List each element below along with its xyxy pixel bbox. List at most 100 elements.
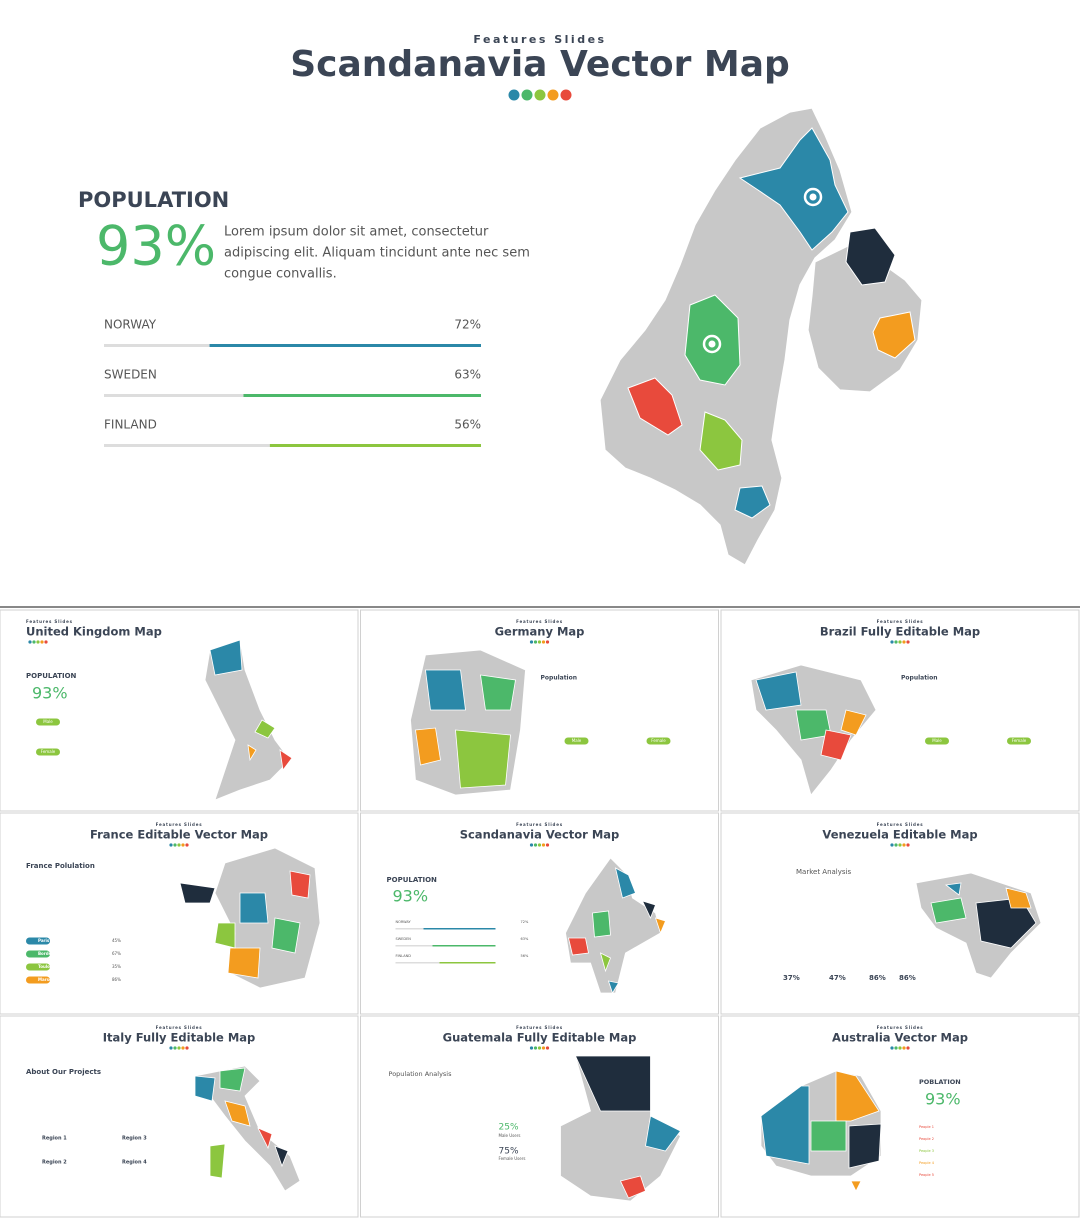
dot	[541, 640, 546, 644]
map-shape	[840, 709, 867, 736]
dot	[40, 640, 44, 644]
dot	[541, 1046, 546, 1050]
map-shape	[835, 1070, 880, 1122]
dot	[533, 640, 538, 644]
dot	[169, 843, 173, 847]
dot	[533, 1046, 538, 1050]
population-percent: 93%	[96, 215, 216, 278]
region	[684, 294, 741, 386]
bar	[269, 444, 481, 447]
thumb-text: 93%	[393, 887, 429, 906]
pill	[564, 737, 589, 745]
map-shape	[654, 917, 667, 935]
map-shape	[179, 882, 216, 904]
pill	[1007, 737, 1031, 745]
dot	[28, 640, 32, 644]
map-shape	[607, 980, 620, 994]
dot	[177, 843, 181, 847]
thumb-title: United Kingdom Map	[26, 625, 162, 639]
map-shape	[944, 882, 962, 896]
map-shape	[204, 639, 291, 801]
thumb-title: Italy Fully Editable Map	[103, 1031, 256, 1045]
dot	[547, 89, 559, 101]
thumb-text: FINLAND	[396, 954, 412, 958]
thumb-text: 45%	[112, 938, 121, 943]
thumb-subtitle: Features Slides	[877, 1025, 924, 1030]
title: Scandanavia Vector Map	[290, 44, 790, 85]
map-shape	[209, 1143, 226, 1179]
region	[872, 311, 916, 359]
thumb-text: Male Users	[499, 1133, 521, 1138]
dot	[545, 843, 550, 847]
thumb-title: Scandanavia Vector Map	[460, 828, 620, 842]
region	[627, 377, 683, 436]
dot	[44, 640, 48, 644]
thumb-text: People 1	[919, 1125, 934, 1129]
map-shape	[480, 674, 516, 711]
thumb-subtitle: Features Slides	[516, 1025, 563, 1030]
thumb-subtitle: Features Slides	[26, 619, 73, 624]
dot	[36, 640, 40, 644]
dot	[906, 843, 910, 847]
thumb-text: 86%	[869, 974, 886, 982]
thumb-text: Female	[41, 749, 56, 754]
map-shape	[425, 669, 466, 711]
pill	[646, 737, 671, 745]
map-shape	[415, 727, 441, 766]
pill	[26, 976, 50, 984]
dot	[534, 89, 546, 101]
population-text: Lorem ipsum dolor sit amet, consectetur a…	[224, 225, 530, 282]
thumb-title: Venezuela Editable Map	[822, 828, 977, 842]
dot	[902, 640, 906, 644]
dot	[169, 1046, 173, 1050]
map-shape	[247, 744, 257, 762]
dot	[890, 1046, 894, 1050]
bar-label: 63%	[454, 368, 481, 382]
map-shape	[224, 1100, 251, 1127]
map-shape	[760, 1085, 810, 1165]
bar	[209, 344, 481, 347]
thumb-text: People 3	[919, 1149, 934, 1153]
dot	[898, 843, 902, 847]
thumb-text: POBLATION	[919, 1078, 961, 1086]
dot	[906, 640, 910, 644]
thumb-text: Region 2	[42, 1160, 67, 1166]
thumb-text: Female	[1012, 738, 1027, 743]
dot	[173, 843, 177, 847]
map-shape	[930, 897, 967, 924]
thumb-subtitle: Features Slides	[877, 822, 924, 827]
dot	[898, 1046, 902, 1050]
dot	[537, 1046, 542, 1050]
thumb-text: 63%	[521, 937, 529, 941]
thumb-text: People 4	[919, 1161, 935, 1165]
bar-name: FINLAND	[104, 418, 157, 432]
dot	[902, 1046, 906, 1050]
thumbnail-frame	[0, 609, 359, 812]
map-shape	[599, 952, 612, 973]
population-label: POPULATION	[78, 188, 229, 212]
thumb-text: 37%	[783, 974, 800, 982]
thumb-text: Region 1	[42, 1136, 67, 1142]
dot	[894, 843, 898, 847]
thumb-text: 67%	[112, 951, 121, 956]
subtitle: Features Slides	[473, 33, 606, 46]
dot	[894, 1046, 898, 1050]
thumb-subtitle: Features Slides	[877, 619, 924, 624]
dot	[185, 1046, 189, 1050]
thumb-text: Market Analysis	[796, 868, 851, 876]
thumb-text: Toulouse	[38, 964, 58, 969]
map-shape	[455, 729, 511, 789]
thumbnail-frame	[360, 812, 719, 1015]
dot	[545, 640, 550, 644]
thumb-text: 56%	[521, 954, 529, 958]
thumb-text: Paris	[38, 938, 50, 943]
map-shape	[850, 1180, 862, 1192]
thumb-text: Bordeaux	[38, 951, 60, 956]
dot	[890, 843, 894, 847]
dot	[181, 843, 185, 847]
